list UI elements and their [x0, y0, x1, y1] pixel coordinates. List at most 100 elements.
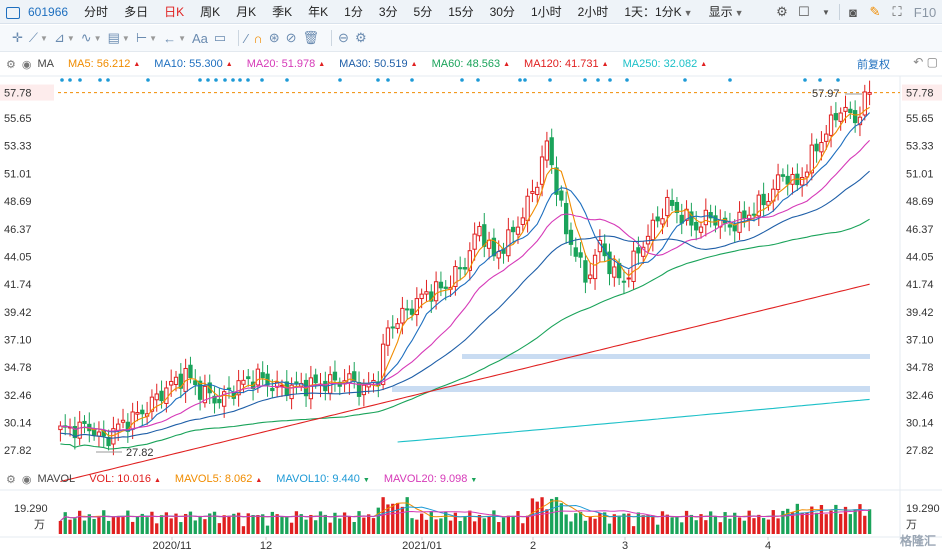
text-tool-icon[interactable]: Aa: [191, 30, 208, 46]
watermark-logo: 格隆汇: [900, 532, 936, 549]
candle-body: [785, 175, 790, 185]
up-arrow-icon: ▲: [133, 60, 141, 68]
period-tab[interactable]: 1小时: [530, 5, 562, 19]
period-toolbar: 601966 分时 多日 日K 周K 月K 季K 年K 1分 3分 5分 15分 30分 1小时 2小时 …: [0, 0, 942, 24]
xaxis-label: 4: [765, 540, 771, 551]
crosshair-icon[interactable]: ✛: [12, 30, 23, 45]
interval-select-label: 1天：1分K: [624, 5, 682, 19]
price-tick-right: 48.69: [906, 196, 934, 208]
volume-bar: [285, 516, 289, 534]
candle-body: [544, 140, 550, 161]
fullscreen-icon[interactable]: ⛶: [892, 4, 902, 19]
pen-tool-icon[interactable]: ⁄: [245, 30, 248, 46]
comment-tool-icon[interactable]: ▭: [213, 30, 227, 45]
fuquan-select[interactable]: 前复权: [857, 59, 890, 71]
checkbox-icon[interactable]: ☐: [798, 4, 810, 19]
volume-bar: [699, 514, 703, 534]
period-tab[interactable]: 周K: [200, 5, 221, 19]
xaxis-label: 3: [622, 540, 628, 551]
ma-settings-icon[interactable]: ⚙: [6, 58, 16, 71]
candle-body: [443, 286, 448, 289]
period-tab[interactable]: 1分: [344, 5, 363, 19]
price-tick-left: 46.37: [4, 224, 32, 236]
ma-visibility-icon[interactable]: ◉: [21, 58, 32, 71]
up-arrow-icon: ▲: [225, 60, 233, 68]
legend-toggle-icons[interactable]: ↶ ▢: [913, 55, 938, 69]
period-tab[interactable]: 15分: [448, 5, 474, 19]
signal-dot: [386, 78, 390, 82]
volume-bar: [805, 512, 809, 534]
delete-icon[interactable]: 🗑: [302, 30, 320, 45]
wave-tool-icon[interactable]: ∿ ▼: [80, 30, 102, 45]
period-tab[interactable]: 30分: [489, 5, 515, 19]
candle-body: [462, 267, 468, 270]
vol-visibility-icon[interactable]: ◉: [21, 473, 32, 486]
period-tab[interactable]: 季K: [272, 5, 293, 19]
fib-tool-icon[interactable]: ▤ ▼: [107, 30, 130, 45]
camera-icon[interactable]: ◙: [849, 4, 857, 20]
hide-icon[interactable]: ⊘: [285, 30, 297, 45]
ma-item: MA250: 32.082 ▲: [623, 58, 708, 70]
chevron-down-icon: ▼: [683, 8, 693, 18]
period-tab[interactable]: 3分: [378, 5, 398, 19]
volume-bar: [559, 503, 563, 534]
period-tab[interactable]: 5分: [413, 5, 433, 19]
channel-tool-icon[interactable]: ⊿ ▼: [53, 30, 75, 45]
signal-dot: [608, 78, 612, 82]
up-arrow-icon: ▲: [318, 60, 326, 68]
period-tab[interactable]: 日K: [164, 5, 185, 19]
divider: [238, 30, 240, 46]
volume-bar: [829, 510, 833, 534]
stock-list-icon[interactable]: [6, 6, 20, 19]
candle-body: [621, 280, 627, 283]
volume-bar: [304, 519, 308, 534]
lock-icon[interactable]: ⊛: [268, 30, 280, 45]
xaxis-label: 2021/01: [402, 540, 442, 551]
divider: [839, 4, 840, 20]
price-tick-left: 32.46: [4, 390, 32, 402]
volume-bar: [858, 504, 862, 534]
volume-bar: [391, 503, 395, 534]
measure-tool-icon[interactable]: ⊢ ▼: [135, 30, 158, 45]
period-tabs: 分时 多日 日K 周K 月K 季K 年K 1分 3分 5分 15分 30分 1小时 2小时: [76, 3, 616, 20]
candle-body: [212, 395, 217, 404]
display-select[interactable]: 显示 ▼: [701, 3, 752, 20]
candle-body: [294, 381, 299, 384]
period-tab[interactable]: 2小时: [577, 5, 609, 19]
dropdown-icon[interactable]: ▼: [822, 7, 830, 17]
signal-dot: [803, 78, 807, 82]
pencil-icon[interactable]: ✎: [869, 4, 881, 19]
volume-item-text: MAVOL20: 9.098: [383, 473, 468, 485]
arrow-tool-icon[interactable]: ← ▼: [163, 30, 186, 46]
f10-button[interactable]: F10: [908, 1, 942, 23]
period-tab[interactable]: 月K: [236, 5, 257, 19]
magnet-icon[interactable]: ∩: [253, 30, 263, 46]
line-tool-icon[interactable]: ⟋ ▼: [28, 30, 48, 45]
ma-item-text: MA60: 48.563: [431, 58, 501, 70]
price-tick-left: 53.33: [4, 141, 32, 153]
candle-body: [838, 112, 843, 122]
period-tab[interactable]: 年K: [308, 5, 329, 19]
volume-bar: [251, 515, 255, 534]
watermark-text: 格隆汇: [899, 534, 936, 548]
link-icon[interactable]: ⊖: [338, 30, 349, 45]
settings-icon[interactable]: ⚙: [354, 30, 367, 45]
volume-item: MAVOL5: 8.062 ▲: [175, 473, 262, 485]
up-arrow-icon: ▲: [601, 60, 609, 68]
signal-dot: [146, 78, 150, 82]
vol-axis-unit-left: 万: [34, 519, 45, 531]
stock-code[interactable]: 601966: [0, 5, 76, 19]
drawing-toolbar: ✛ ⟋ ▼ ⊿ ▼ ∿ ▼ ▤ ▼ ⊢ ▼ ← ▼ Aa ▭ ⁄ ∩ ⊛ ⊘ 🗑 ⊖ ⚙: [0, 25, 942, 52]
candle-body: [703, 209, 708, 226]
settings-icon[interactable]: ⚙: [776, 4, 788, 19]
vol-settings-icon[interactable]: ⚙: [6, 473, 16, 486]
volume-bar: [747, 510, 751, 534]
candle-body: [409, 308, 415, 315]
candle-body: [732, 224, 737, 232]
candle-body: [626, 277, 631, 280]
period-tab[interactable]: 分时: [84, 5, 109, 19]
interval-select[interactable]: 1天：1分K ▼: [616, 3, 700, 20]
volume-bar: [227, 516, 231, 534]
period-tab[interactable]: 多日: [124, 5, 149, 19]
